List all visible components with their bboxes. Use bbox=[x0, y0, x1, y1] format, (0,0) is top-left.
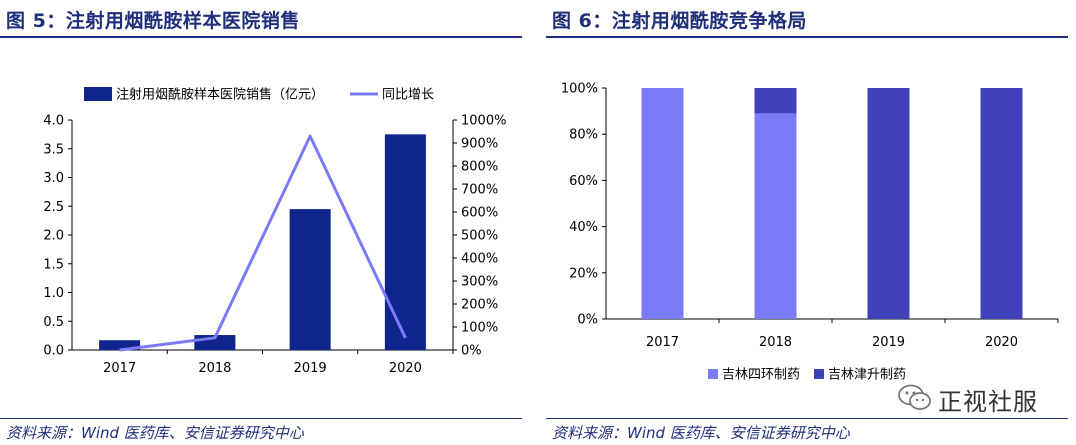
legend-label-sihuan: 吉林四环制药 bbox=[722, 368, 800, 383]
source-divider bbox=[546, 418, 1068, 419]
share-bar-jinsheng bbox=[980, 88, 1023, 319]
y-tick-label: 20% bbox=[569, 266, 598, 281]
share-bar-sihuan bbox=[641, 88, 684, 319]
y-tick-label: 60% bbox=[569, 174, 598, 189]
y2-tick-label: 200% bbox=[461, 298, 498, 313]
y-tick-label: 3.5 bbox=[43, 142, 64, 157]
y-tick-label: 4.0 bbox=[43, 114, 64, 129]
y2-tick-label: 400% bbox=[461, 252, 498, 267]
y-tick-label: 2.0 bbox=[43, 229, 64, 244]
y-tick-label: 2.5 bbox=[43, 200, 64, 215]
y-tick-label: 1.0 bbox=[43, 286, 64, 301]
figure-5-panel: 图 5：注射用烟酰胺样本医院销售 0.0 0.5 1.0 1.5 2.0 2.5 3.0 3.… bbox=[0, 0, 530, 445]
competition-chart: 0% 20% 40% 60% 80% 100% 2017 2018 2019 2020 吉林四环制药… bbox=[561, 82, 1059, 383]
title-divider bbox=[0, 36, 522, 38]
x-tick-label: 2020 bbox=[389, 361, 422, 376]
x-tick-label: 2017 bbox=[103, 361, 136, 376]
x-tick-label: 2018 bbox=[759, 335, 792, 350]
watermark: 正视社服 bbox=[898, 382, 1058, 416]
y2-tick-label: 800% bbox=[461, 160, 498, 175]
figure-6-panel: 图 6：注射用烟酰胺竞争格局 0% 20% 40% 60% 80% 100% 2017 201… bbox=[546, 0, 1076, 445]
sales-bar bbox=[99, 340, 141, 350]
y-tick-label: 0.0 bbox=[43, 344, 64, 359]
figure-5-source: 资料来源：Wind 医药库、安信证券研究中心 bbox=[6, 424, 304, 442]
figure-6-title: 图 6：注射用烟酰胺竞争格局 bbox=[552, 10, 807, 32]
share-bar-jinsheng bbox=[867, 88, 910, 319]
share-bar-jinsheng bbox=[754, 88, 797, 114]
y-tick-label: 0% bbox=[577, 313, 598, 328]
share-bar-sihuan bbox=[754, 113, 797, 319]
figure-5-title: 图 5：注射用烟酰胺样本医院销售 bbox=[6, 10, 300, 32]
legend-swatch-jinsheng bbox=[814, 369, 824, 379]
y-tick-label: 1.5 bbox=[43, 257, 64, 272]
source-divider bbox=[0, 418, 522, 419]
figure-6-source: 资料来源：Wind 医药库、安信证券研究中心 bbox=[552, 424, 850, 442]
x-tick-label: 2019 bbox=[294, 361, 327, 376]
sales-bar bbox=[384, 134, 426, 350]
x-tick-label: 2018 bbox=[198, 361, 231, 376]
title-divider bbox=[546, 36, 1068, 38]
y2-tick-label: 700% bbox=[461, 183, 498, 198]
x-tick-label: 2020 bbox=[985, 335, 1018, 350]
watermark-text: 正视社服 bbox=[938, 388, 1038, 416]
y2-tick-label: 300% bbox=[461, 275, 498, 290]
growth-line bbox=[119, 134, 407, 352]
y-tick-label: 100% bbox=[561, 82, 598, 97]
y-tick-label: 0.5 bbox=[43, 315, 64, 330]
legend-label-jinsheng: 吉林津升制药 bbox=[828, 368, 906, 383]
sales-chart: 0.0 0.5 1.0 1.5 2.0 2.5 3.0 3.5 4.0 0% 100% 200% 300… bbox=[43, 87, 506, 377]
y-tick-label: 3.0 bbox=[43, 171, 64, 186]
legend-swatch-sales bbox=[84, 87, 112, 101]
sales-bar bbox=[289, 209, 331, 350]
wechat-icon bbox=[898, 384, 931, 410]
legend-label-growth: 同比增长 bbox=[382, 88, 434, 103]
legend-swatch-sihuan bbox=[708, 369, 718, 379]
y2-tick-label: 1000% bbox=[461, 114, 506, 129]
y-tick-label: 80% bbox=[569, 128, 598, 143]
y2-tick-label: 500% bbox=[461, 229, 498, 244]
y2-tick-label: 900% bbox=[461, 137, 498, 152]
y-tick-label: 40% bbox=[569, 220, 598, 235]
x-tick-label: 2019 bbox=[872, 335, 905, 350]
x-tick-label: 2017 bbox=[646, 335, 679, 350]
y2-tick-label: 100% bbox=[461, 321, 498, 336]
y2-tick-label: 0% bbox=[461, 344, 482, 359]
y2-tick-label: 600% bbox=[461, 206, 498, 221]
legend-label-sales: 注射用烟酰胺样本医院销售（亿元） bbox=[116, 87, 324, 103]
